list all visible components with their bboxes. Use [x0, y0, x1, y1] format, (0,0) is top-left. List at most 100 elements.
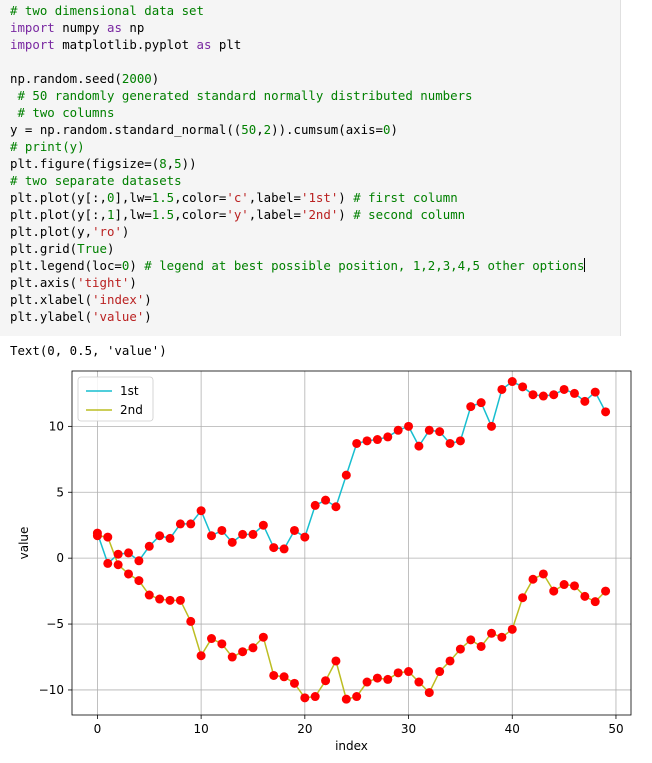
code-token: ,label= — [248, 207, 301, 222]
data-point — [549, 586, 559, 596]
data-point — [476, 398, 486, 408]
code-token: True — [77, 241, 107, 256]
code-token: ) — [151, 71, 160, 86]
data-point — [134, 556, 144, 566]
data-point — [186, 616, 196, 626]
data-point — [476, 641, 486, 651]
code-token: 0 — [383, 122, 391, 137]
code-token: 5 — [174, 156, 182, 171]
data-point — [155, 531, 165, 541]
data-point — [528, 390, 538, 400]
data-point — [144, 590, 154, 600]
y-tick-label: 10 — [49, 419, 64, 433]
code-token: 'index' — [92, 292, 145, 307]
data-point — [279, 544, 289, 554]
data-point — [217, 639, 227, 649]
data-point — [321, 676, 331, 686]
data-point — [238, 647, 248, 657]
data-point — [383, 674, 393, 684]
legend-label: 2nd — [120, 403, 143, 417]
code-token: # two dimensional data set — [10, 3, 204, 18]
data-point — [455, 644, 465, 654]
code-token: # two separate datasets — [10, 173, 182, 188]
data-point — [155, 594, 165, 604]
code-line: y = np.random.standard_normal((50,2)).cu… — [10, 121, 585, 138]
code-token: # 50 randomly generated standard normall… — [10, 88, 473, 103]
data-point — [175, 595, 185, 605]
data-point — [341, 470, 351, 480]
code-token: plt.legend(loc= — [10, 258, 122, 273]
data-point — [414, 677, 424, 687]
data-point — [248, 529, 258, 539]
data-point — [487, 421, 497, 431]
data-point — [569, 581, 579, 591]
data-point — [113, 549, 123, 559]
data-point — [580, 396, 590, 406]
text-cursor — [584, 258, 586, 272]
code-token: import — [10, 37, 55, 52]
data-point — [289, 525, 299, 535]
code-cell[interactable]: # two dimensional data set import numpy a… — [0, 0, 621, 336]
code-token: 0 — [121, 258, 130, 273]
data-point — [538, 391, 548, 401]
data-point — [393, 668, 403, 678]
data-point — [321, 495, 331, 505]
x-tick-label: 50 — [608, 722, 623, 736]
data-point — [289, 678, 299, 688]
code-token: , — [166, 156, 175, 171]
data-point — [227, 652, 237, 662]
code-line: # two separate datasets — [10, 172, 585, 189]
data-point — [310, 500, 320, 510]
data-point — [383, 432, 393, 442]
code-token: 1 — [106, 207, 115, 222]
data-point — [310, 692, 320, 702]
data-point — [404, 667, 414, 677]
data-point — [569, 388, 579, 398]
code-token: ) — [129, 275, 137, 290]
data-point — [507, 624, 517, 634]
code-token: ) — [106, 241, 115, 256]
data-point — [404, 421, 414, 431]
code-token: 0 — [106, 190, 115, 205]
cell-output-text: Text(0, 0.5, 'value') — [10, 343, 167, 358]
data-point — [362, 436, 372, 446]
data-point — [445, 438, 455, 448]
code-token: plt.plot(y, — [10, 224, 93, 239]
data-point — [507, 377, 517, 387]
code-token: 'y' — [226, 207, 249, 222]
code-token: plt.figure(figsize=( — [10, 156, 160, 171]
code-token: plt.ylabel( — [10, 309, 93, 324]
data-point — [372, 673, 382, 683]
code-line: plt.plot(y[:,1],lw=1.5,color='y',label='… — [10, 206, 585, 223]
data-point — [559, 384, 569, 394]
data-point — [92, 531, 102, 541]
data-point — [518, 382, 528, 392]
data-point — [134, 576, 144, 586]
data-point — [144, 541, 154, 551]
code-line: np.random.seed(2000) — [10, 70, 585, 87]
data-point — [331, 502, 341, 512]
data-point — [424, 688, 434, 698]
code-token: , — [256, 122, 264, 137]
data-point — [196, 506, 206, 516]
code-token: ,color= — [174, 190, 227, 205]
code-token: plt.axis( — [10, 275, 78, 290]
code-line: plt.figure(figsize=(8,5)) — [10, 155, 585, 172]
data-point — [590, 387, 600, 397]
code-token: )) — [181, 156, 197, 171]
data-point — [352, 438, 362, 448]
code-token: 2000 — [121, 71, 152, 86]
data-point — [227, 537, 237, 547]
code-token: ) — [121, 224, 130, 239]
code-token: 1.5 — [151, 190, 175, 205]
code-editor[interactable]: # two dimensional data set import numpy a… — [10, 2, 586, 325]
code-token: plt — [211, 37, 242, 52]
data-point — [300, 693, 310, 703]
data-point — [549, 390, 559, 400]
x-tick-label: 0 — [94, 722, 102, 736]
code-token: # first column — [353, 190, 458, 205]
data-point — [269, 670, 279, 680]
data-point — [186, 519, 196, 529]
x-tick-label: 20 — [297, 722, 312, 736]
data-point — [435, 427, 445, 437]
